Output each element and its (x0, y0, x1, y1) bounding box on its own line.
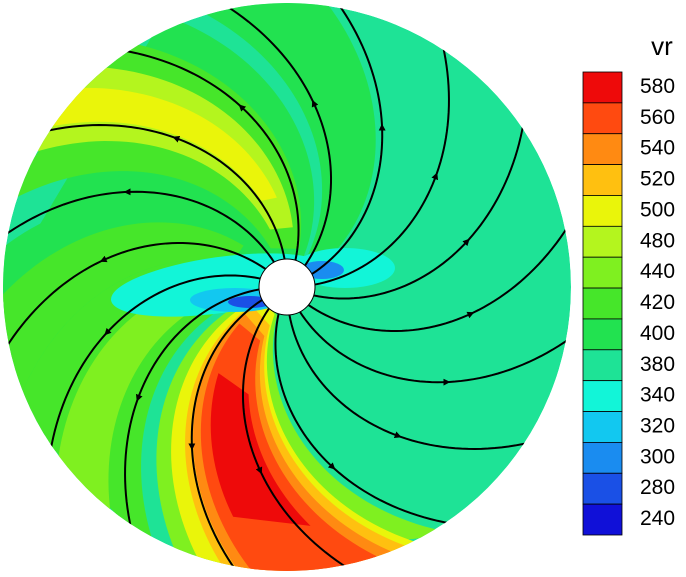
colorbar-swatch (583, 350, 622, 381)
colorbar-swatch (583, 473, 622, 504)
colorbar-label: 340 (640, 384, 675, 407)
colorbar-swatch (583, 257, 622, 288)
colorbar-label: 320 (640, 415, 675, 438)
colorbar-label: 420 (640, 291, 675, 314)
colorbar-label: 280 (640, 476, 675, 499)
colorbar-swatch (583, 504, 622, 535)
colorbar-label: 480 (640, 229, 675, 252)
colorbar-label: 440 (640, 260, 675, 283)
inner-boundary (259, 259, 315, 315)
colorbar-label: 580 (640, 75, 675, 98)
colorbar-swatch (583, 195, 622, 226)
colorbar-swatch (583, 134, 622, 165)
colorbar-swatch (583, 288, 622, 319)
colorbar-label: 380 (640, 353, 675, 376)
colorbar-swatch (583, 103, 622, 134)
colorbar: 580 560 540 520 500 480 440 420 400 380 340 320 300 2… (583, 72, 675, 535)
colorbar-label: 400 (640, 322, 675, 345)
colorbar-swatch (583, 165, 622, 196)
colorbar-swatch (583, 412, 622, 443)
colorbar-label: 540 (640, 137, 675, 160)
colorbar-label: 240 (640, 507, 675, 530)
colorbar-label: 300 (640, 445, 675, 468)
legend-title: vr (651, 31, 673, 61)
colorbar-swatch (583, 226, 622, 257)
colorbar-swatch (583, 319, 622, 350)
colorbar-label: 520 (640, 168, 675, 191)
colorbar-swatch (583, 381, 622, 412)
colorbar-label: 500 (640, 198, 675, 221)
colorbar-swatch (583, 442, 622, 473)
colorbar-swatch (583, 72, 622, 103)
colorbar-label: 560 (640, 106, 675, 129)
